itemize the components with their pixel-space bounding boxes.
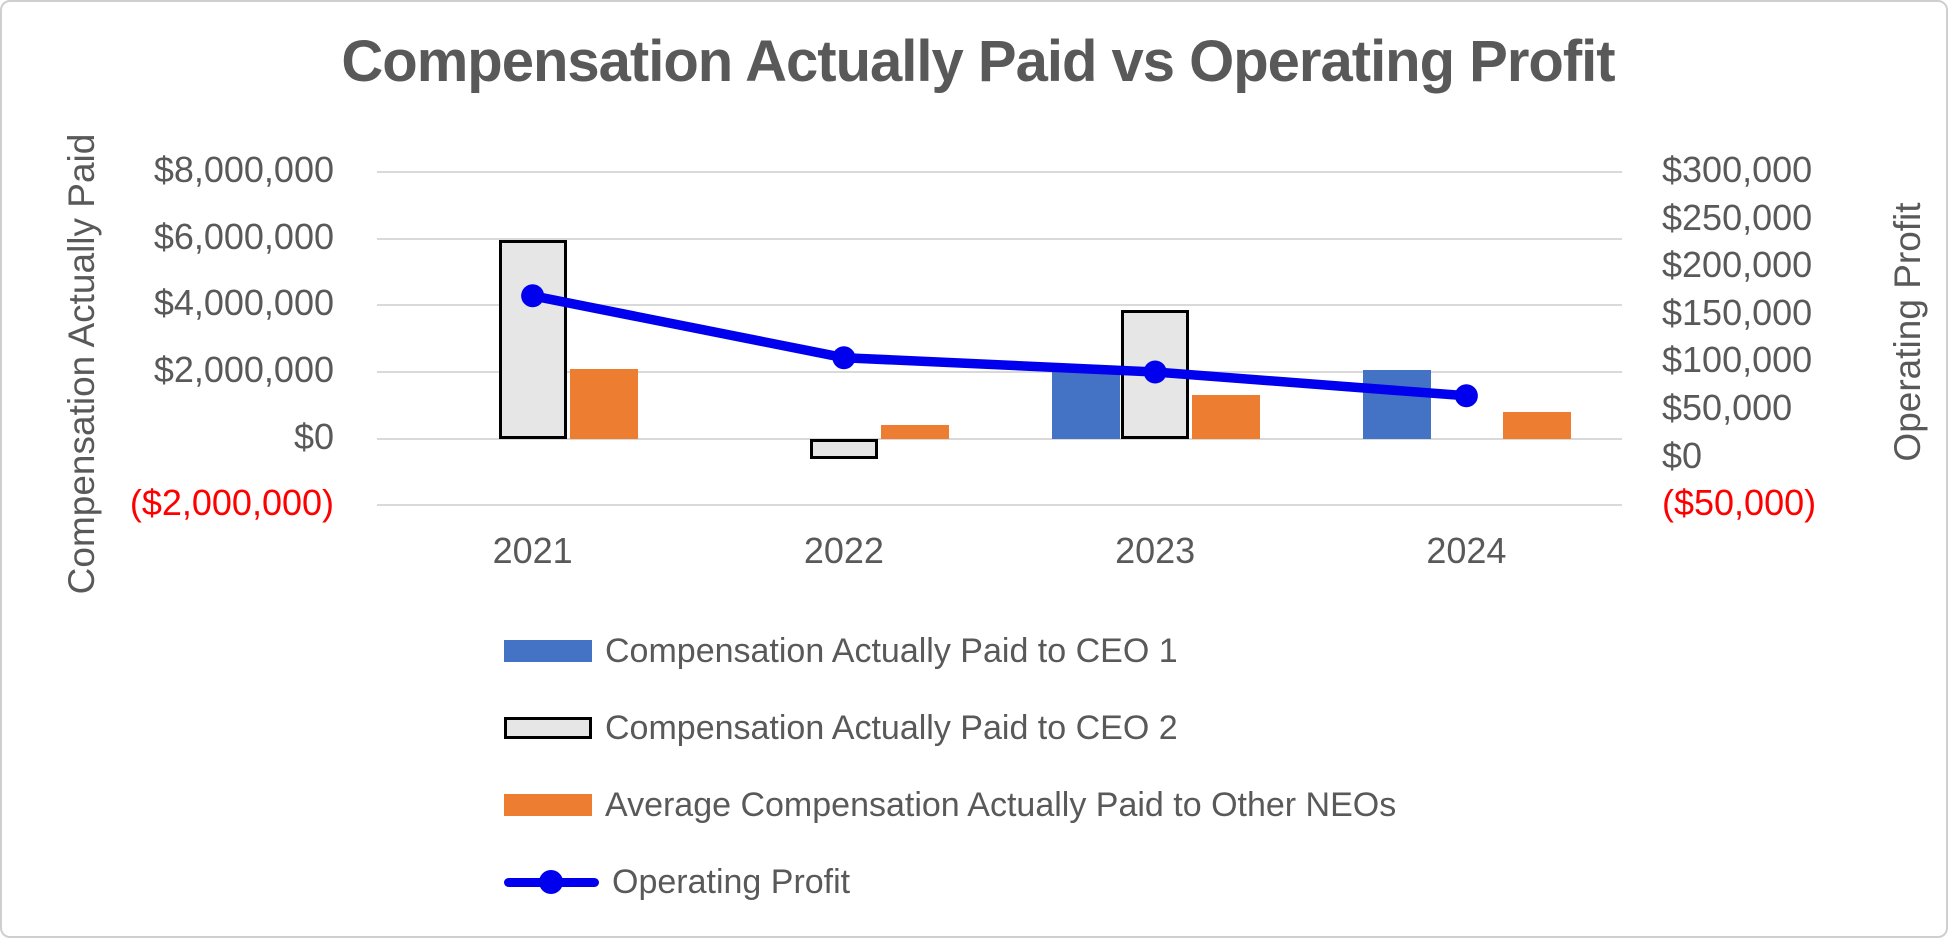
line-marker-2022[interactable]	[832, 346, 856, 370]
gridline	[377, 504, 1622, 507]
bar-series2-2023[interactable]	[1121, 310, 1190, 439]
bar-series1-2024[interactable]	[1363, 370, 1432, 439]
left-axis-tick-label[interactable]: $2,000,000	[153, 348, 334, 390]
legend-item-4[interactable]: Operating Profit	[504, 862, 850, 902]
chart-title[interactable]: Compensation Actually Paid vs Operating …	[341, 29, 1615, 94]
left-axis-tick-label[interactable]: $4,000,000	[153, 282, 334, 324]
bar-series3-2021[interactable]	[569, 368, 638, 439]
operating-profit-line[interactable]	[527, 291, 1472, 401]
legend-label: Average Compensation Actually Paid to Ot…	[605, 785, 1397, 824]
legend-label: Compensation Actually Paid to CEO 2	[605, 708, 1178, 747]
legend-line-swatch	[504, 869, 599, 895]
x-axis-label-2022[interactable]: 2022	[803, 530, 884, 571]
legend-item-2[interactable]: Compensation Actually Paid to CEO 2	[504, 708, 1178, 748]
left-axis-tick-label[interactable]: ($2,000,000)	[129, 482, 334, 524]
bar-series2-2022[interactable]	[809, 438, 878, 459]
gridline	[377, 171, 1622, 173]
bar-series2-2021[interactable]	[498, 240, 567, 439]
legend-label: Operating Profit	[612, 862, 851, 901]
left-axis-tick-label[interactable]: $0	[293, 415, 334, 457]
right-axis-tick-label[interactable]: ($50,000)	[1662, 482, 1817, 524]
x-axis-label-2023[interactable]: 2023	[1115, 530, 1196, 571]
right-axis-tick-label[interactable]: $50,000	[1662, 387, 1793, 429]
line-marker-2024[interactable]	[1454, 384, 1478, 408]
x-axis-label-2021[interactable]: 2021	[492, 530, 573, 571]
legend-color-swatch	[504, 794, 592, 816]
left-axis-tick-label[interactable]: $8,000,000	[153, 149, 334, 190]
right-axis-tick-label[interactable]: $0	[1662, 434, 1703, 476]
legend-color-swatch	[504, 717, 592, 739]
bar-series3-2023[interactable]	[1192, 395, 1261, 439]
legend-line-marker-dot	[539, 870, 563, 894]
legend-item-3[interactable]: Average Compensation Actually Paid to Ot…	[504, 785, 1396, 825]
right-axis-tick-label[interactable]: $300,000	[1662, 149, 1813, 190]
bar-series3-2022[interactable]	[880, 425, 949, 439]
right-axis-tick-label[interactable]: $250,000	[1662, 196, 1813, 238]
legend-color-swatch	[504, 640, 592, 662]
gridline	[377, 237, 1622, 240]
legend-item-1[interactable]: Compensation Actually Paid to CEO 1	[504, 631, 1178, 671]
right-axis-tick-label[interactable]: $200,000	[1662, 244, 1813, 286]
legend-label: Compensation Actually Paid to CEO 1	[605, 631, 1178, 670]
bar-series1-2023[interactable]	[1052, 368, 1121, 439]
x-axis-label-2024[interactable]: 2024	[1426, 530, 1507, 571]
right-axis-tick-label[interactable]: $100,000	[1662, 339, 1813, 381]
bar-series3-2024[interactable]	[1503, 411, 1572, 439]
left-axis-tick-label[interactable]: $6,000,000	[153, 215, 334, 257]
right-axis-tick-label[interactable]: $150,000	[1662, 291, 1813, 333]
gridline	[377, 437, 1622, 440]
